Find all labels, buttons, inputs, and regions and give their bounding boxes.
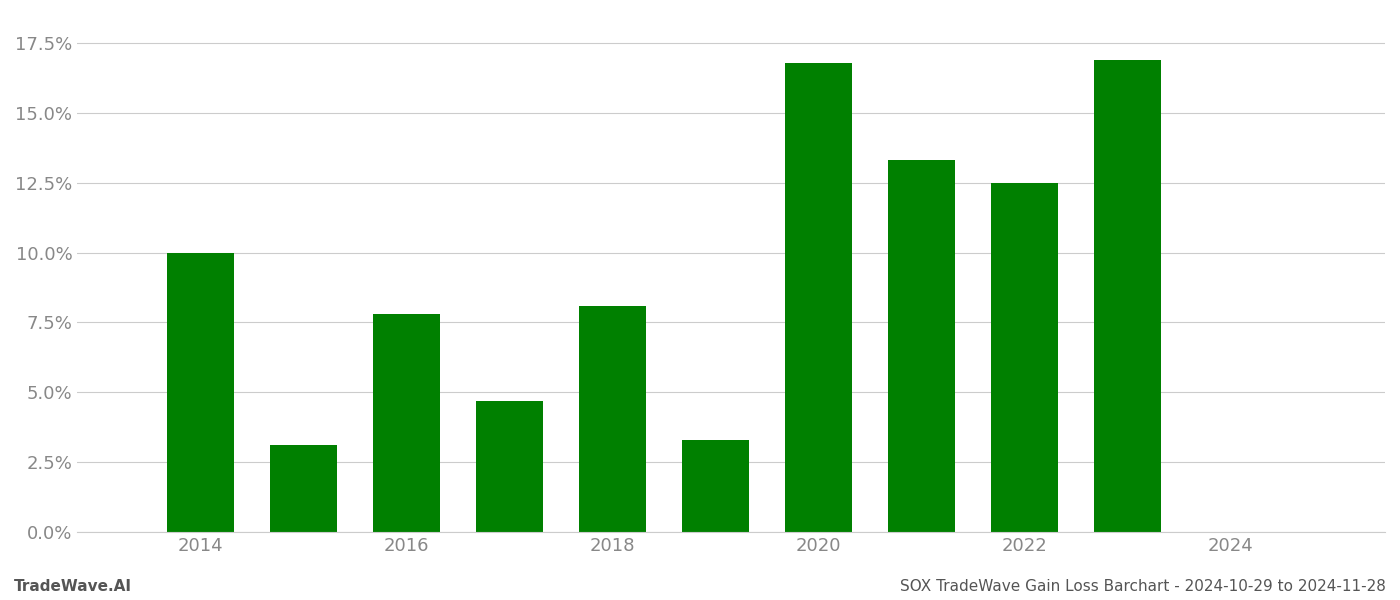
Bar: [270, 445, 337, 532]
Bar: [991, 183, 1058, 532]
Text: TradeWave.AI: TradeWave.AI: [14, 579, 132, 594]
Bar: [785, 62, 853, 532]
Bar: [888, 160, 955, 532]
Bar: [682, 440, 749, 532]
Bar: [1093, 60, 1161, 532]
Bar: [476, 401, 543, 532]
Bar: [167, 253, 234, 532]
Text: SOX TradeWave Gain Loss Barchart - 2024-10-29 to 2024-11-28: SOX TradeWave Gain Loss Barchart - 2024-…: [900, 579, 1386, 594]
Bar: [580, 306, 645, 532]
Bar: [374, 314, 440, 532]
